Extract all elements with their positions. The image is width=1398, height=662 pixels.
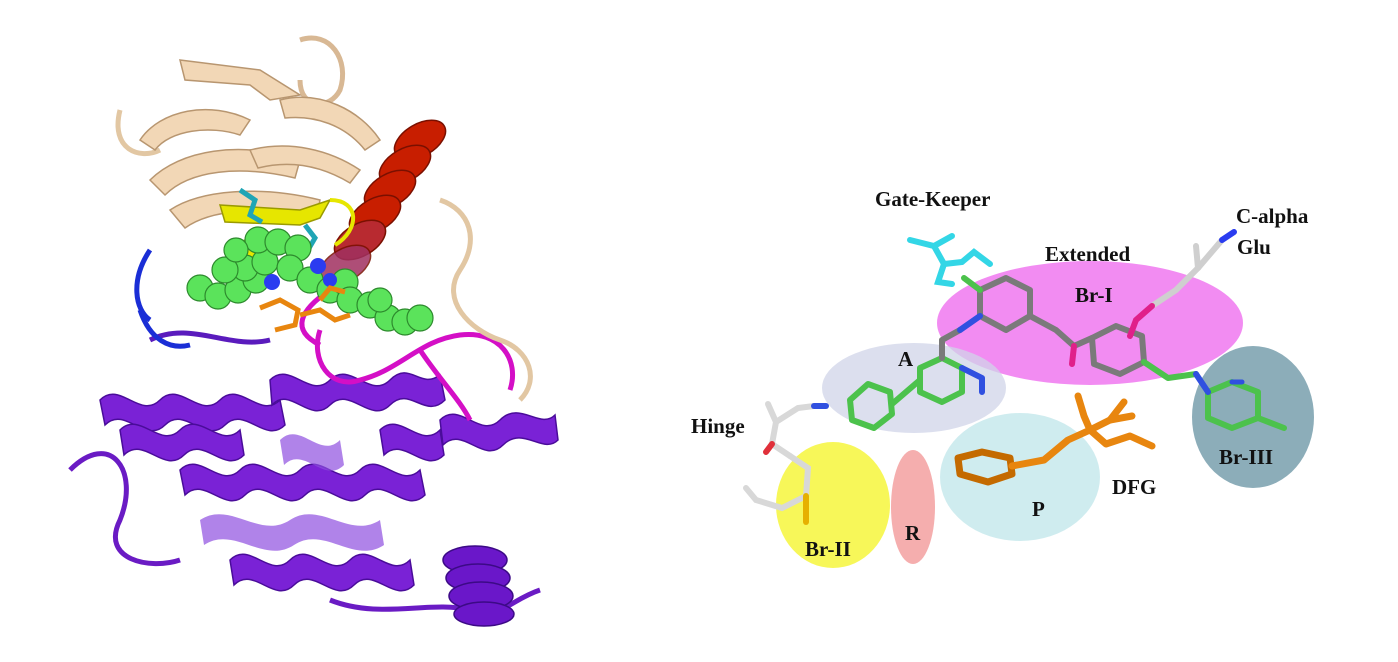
n-lobe xyxy=(115,35,533,402)
label-p: P xyxy=(1032,497,1045,521)
region-labels: Gate-Keeper C-alpha Glu Extended Br-I A … xyxy=(691,187,1309,561)
label-dfg: DFG xyxy=(1112,475,1156,499)
label-br-i: Br-I xyxy=(1075,283,1113,307)
label-br-iii: Br-III xyxy=(1219,445,1273,469)
inhibitor-sticks xyxy=(847,275,1287,431)
label-gate-keeper: Gate-Keeper xyxy=(875,187,990,211)
ligand-nitrogens xyxy=(264,258,337,290)
hinge-sticks xyxy=(743,401,829,525)
dfg-residues xyxy=(259,285,351,333)
label-hinge: Hinge xyxy=(691,414,745,438)
label-a: A xyxy=(898,347,914,371)
label-extended: Extended xyxy=(1045,242,1131,266)
dfg-sticks xyxy=(954,392,1156,486)
label-br-ii: Br-II xyxy=(805,537,851,561)
pocket-map: Gate-Keeper C-alpha Glu Extended Br-I A … xyxy=(691,187,1314,568)
ligand-spheres xyxy=(186,226,434,336)
protein-structure xyxy=(68,35,559,627)
region-extended xyxy=(937,261,1243,385)
c-lobe xyxy=(68,248,559,627)
glu-residue-sticks xyxy=(1127,229,1237,339)
region-r xyxy=(891,450,935,564)
label-glu: Glu xyxy=(1237,235,1271,259)
alpha-c-helix xyxy=(318,119,447,286)
gate-keeper-sticks xyxy=(907,233,993,287)
region-br-ii xyxy=(776,442,890,568)
label-r: R xyxy=(905,521,921,545)
label-c-alpha: C-alpha xyxy=(1236,204,1309,228)
